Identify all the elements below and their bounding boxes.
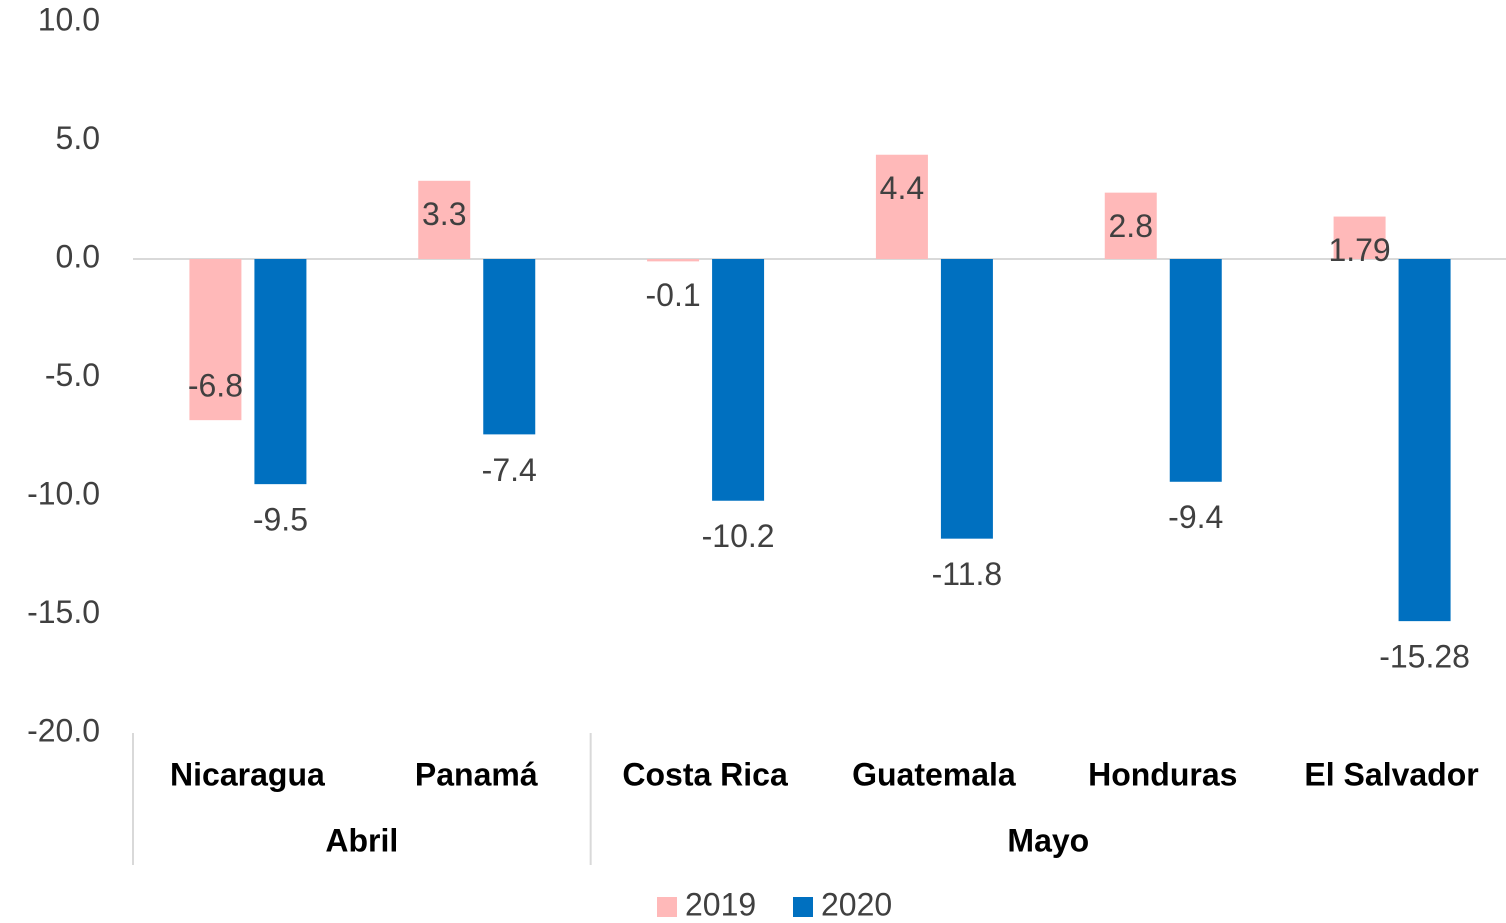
y-tick-label: -10.0 — [27, 475, 100, 511]
bar — [1333, 216, 1386, 259]
data-label: -9.5 — [253, 502, 308, 538]
bar — [1169, 259, 1222, 482]
bar — [647, 259, 700, 262]
legend-label: 2019 — [685, 886, 756, 922]
x-tick-label: El Salvador — [1304, 756, 1478, 792]
bar — [712, 259, 765, 501]
data-label: -10.2 — [702, 518, 775, 554]
y-tick-label: 10.0 — [38, 1, 100, 37]
bar — [254, 259, 307, 485]
bar — [189, 259, 242, 421]
bar — [940, 259, 993, 539]
data-label: -11.8 — [932, 556, 1003, 592]
bar — [418, 180, 471, 259]
legend-swatch — [657, 897, 677, 917]
y-tick-label: -20.0 — [27, 712, 100, 748]
data-label: -6.8 — [188, 368, 243, 404]
legend-swatch — [793, 897, 813, 917]
y-tick-label: 0.0 — [56, 238, 100, 274]
y-tick-label: 5.0 — [56, 120, 100, 156]
data-label: 4.4 — [880, 170, 924, 206]
y-tick-label: -15.0 — [27, 594, 100, 630]
data-label: 3.3 — [422, 196, 466, 232]
bar — [1398, 259, 1451, 622]
data-label: -7.4 — [482, 452, 537, 488]
bar — [483, 259, 536, 435]
bar — [875, 154, 928, 259]
data-label: -0.1 — [646, 277, 701, 313]
x-tick-label: Panamá — [415, 756, 538, 792]
x-tick-label: Honduras — [1088, 756, 1237, 792]
data-label: -15.28 — [1379, 639, 1470, 675]
x-tick-label: Guatemala — [852, 756, 1016, 792]
x-tick-label: Nicaragua — [170, 756, 325, 792]
bar — [1104, 192, 1157, 259]
group-label: Mayo — [1007, 822, 1089, 858]
data-label: 1.79 — [1328, 232, 1390, 268]
y-tick-label: -5.0 — [45, 357, 100, 393]
x-tick-label: Costa Rica — [622, 756, 788, 792]
group-label: Abril — [325, 822, 398, 858]
legend-label: 2020 — [821, 886, 892, 922]
data-label: -9.4 — [1168, 499, 1223, 535]
data-label: 2.8 — [1109, 208, 1153, 244]
